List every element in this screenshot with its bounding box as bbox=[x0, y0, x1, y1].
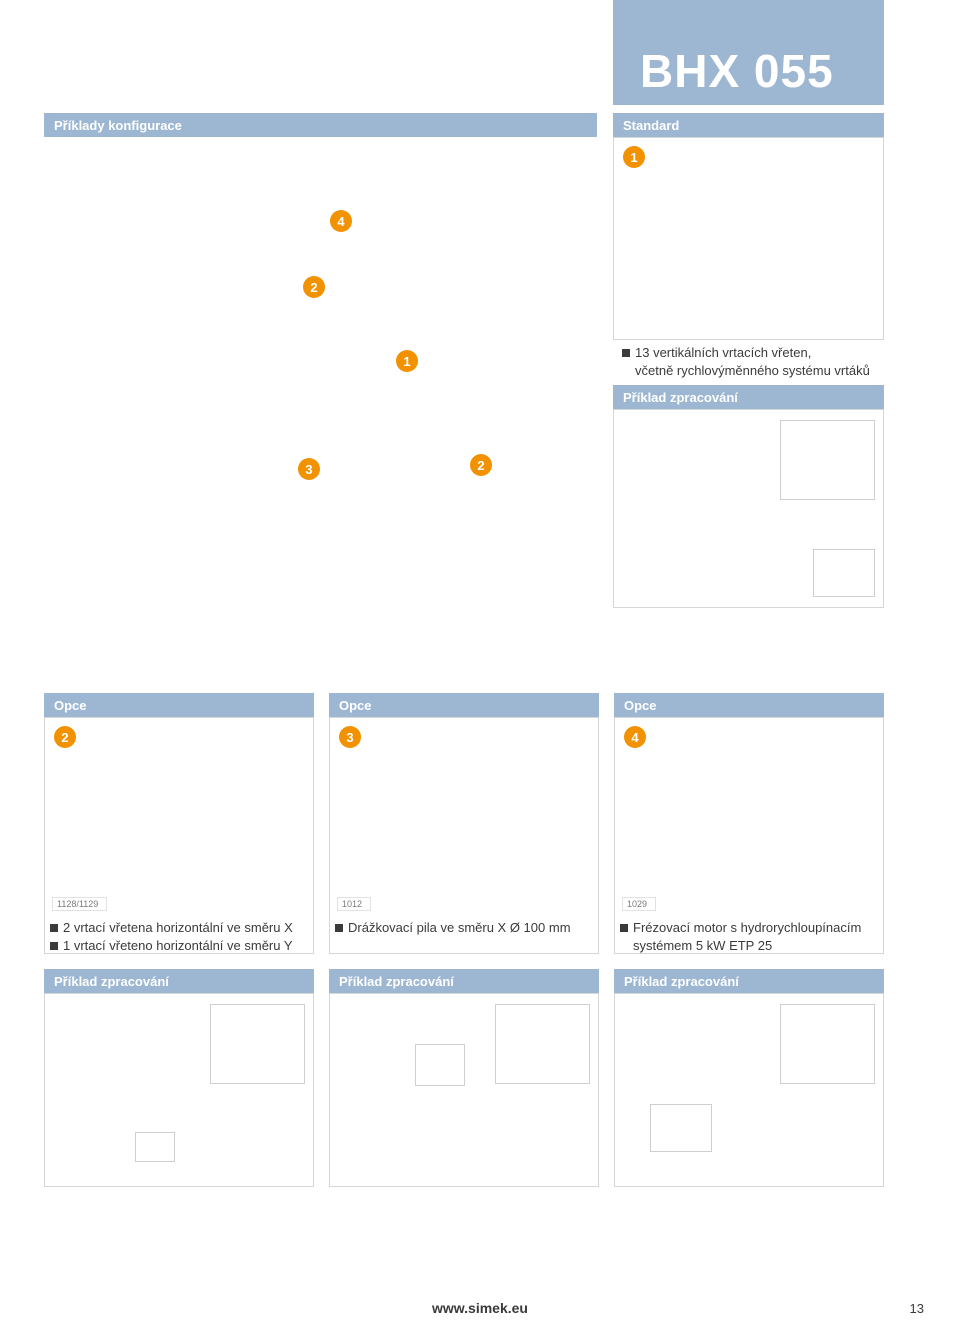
priklad1-inbox-2 bbox=[135, 1132, 175, 1162]
priklad2-inbox-2 bbox=[415, 1044, 465, 1086]
opce4-marker: 4 bbox=[624, 726, 646, 748]
square-icon bbox=[622, 349, 630, 357]
opce3-bullet-1-text: Drážkovací pila ve směru X Ø 100 mm bbox=[348, 919, 571, 937]
opce3-bullet-1: Drážkovací pila ve směru X Ø 100 mm bbox=[335, 919, 597, 937]
square-icon bbox=[50, 924, 58, 932]
opce3-bullets: Drážkovací pila ve směru X Ø 100 mm bbox=[335, 919, 597, 937]
priklad1-frame bbox=[44, 993, 314, 1187]
standard-bullet-1-line2: včetně rychlovýměnného systému vrtáků bbox=[635, 362, 882, 380]
opce4-tag: 1029 bbox=[622, 897, 656, 911]
priklad2-inbox-1 bbox=[495, 1004, 590, 1084]
opce2-marker: 2 bbox=[54, 726, 76, 748]
opce4-bullet-1-text: Frézovací motor s hydrorychloupínacím bbox=[633, 919, 861, 937]
header-opce-2: Opce bbox=[329, 693, 599, 717]
header-priklad-2: Příklad zpracování bbox=[329, 969, 599, 993]
page-number: 13 bbox=[910, 1301, 924, 1316]
priklad3-inbox-2 bbox=[650, 1104, 712, 1152]
marker-1: 1 bbox=[396, 350, 418, 372]
opce2-bullets: 2 vrtací vřetena horizontální ve směru X… bbox=[50, 919, 312, 954]
standard-marker-1: 1 bbox=[623, 146, 645, 168]
header-opce-1: Opce bbox=[44, 693, 314, 717]
header-priklady-konfigurace: Příklady konfigurace bbox=[44, 113, 597, 137]
header-standard: Standard bbox=[613, 113, 884, 137]
standard-bullet-1: 13 vertikálních vrtacích vřeten, bbox=[622, 344, 882, 362]
header-priklad-zpracovani-top: Příklad zpracování bbox=[613, 385, 884, 409]
opce2-bullet-2-text: 1 vrtací vřeteno horizontální ve směru Y bbox=[63, 937, 293, 955]
opce4-bullets: Frézovací motor s hydrorychloupínacím sy… bbox=[620, 919, 882, 954]
priklad3-inbox-1 bbox=[780, 1004, 875, 1084]
standard-example-inbox-2 bbox=[813, 549, 875, 597]
square-icon bbox=[620, 924, 628, 932]
priklad3-frame bbox=[614, 993, 884, 1187]
marker-3: 3 bbox=[298, 458, 320, 480]
standard-example-frame bbox=[613, 409, 884, 608]
priklad1-inbox-1 bbox=[210, 1004, 305, 1084]
standard-example-inbox-1 bbox=[780, 420, 875, 500]
footer-url: www.simek.eu bbox=[0, 1300, 960, 1316]
opce2-bullet-1-text: 2 vrtací vřetena horizontální ve směru X bbox=[63, 919, 293, 937]
opce2-bullet-1: 2 vrtací vřetena horizontální ve směru X bbox=[50, 919, 312, 937]
standard-bullets: 13 vertikálních vrtacích vřeten, včetně … bbox=[622, 344, 882, 379]
header-priklad-1: Příklad zpracování bbox=[44, 969, 314, 993]
opce2-tag: 1128/1129 bbox=[52, 897, 107, 911]
page: BHX 055 Příklady konfigurace 4 2 1 3 2 S… bbox=[0, 0, 960, 1332]
opce2-bullet-2: 1 vrtací vřeteno horizontální ve směru Y bbox=[50, 937, 312, 955]
marker-4: 4 bbox=[330, 210, 352, 232]
standard-frame bbox=[613, 137, 884, 340]
square-icon bbox=[335, 924, 343, 932]
header-opce-3: Opce bbox=[614, 693, 884, 717]
opce3-tag: 1012 bbox=[337, 897, 371, 911]
priklad2-frame bbox=[329, 993, 599, 1187]
opce4-bullet-1: Frézovací motor s hydrorychloupínacím bbox=[620, 919, 882, 937]
square-icon bbox=[50, 942, 58, 950]
header-priklad-3: Příklad zpracování bbox=[614, 969, 884, 993]
marker-2b: 2 bbox=[470, 454, 492, 476]
opce4-bullet-1-line2: systémem 5 kW ETP 25 bbox=[633, 937, 882, 955]
opce3-marker: 3 bbox=[339, 726, 361, 748]
marker-2: 2 bbox=[303, 276, 325, 298]
model-title: BHX 055 bbox=[640, 44, 834, 98]
standard-bullet-1-text: 13 vertikálních vrtacích vřeten, bbox=[635, 344, 811, 362]
